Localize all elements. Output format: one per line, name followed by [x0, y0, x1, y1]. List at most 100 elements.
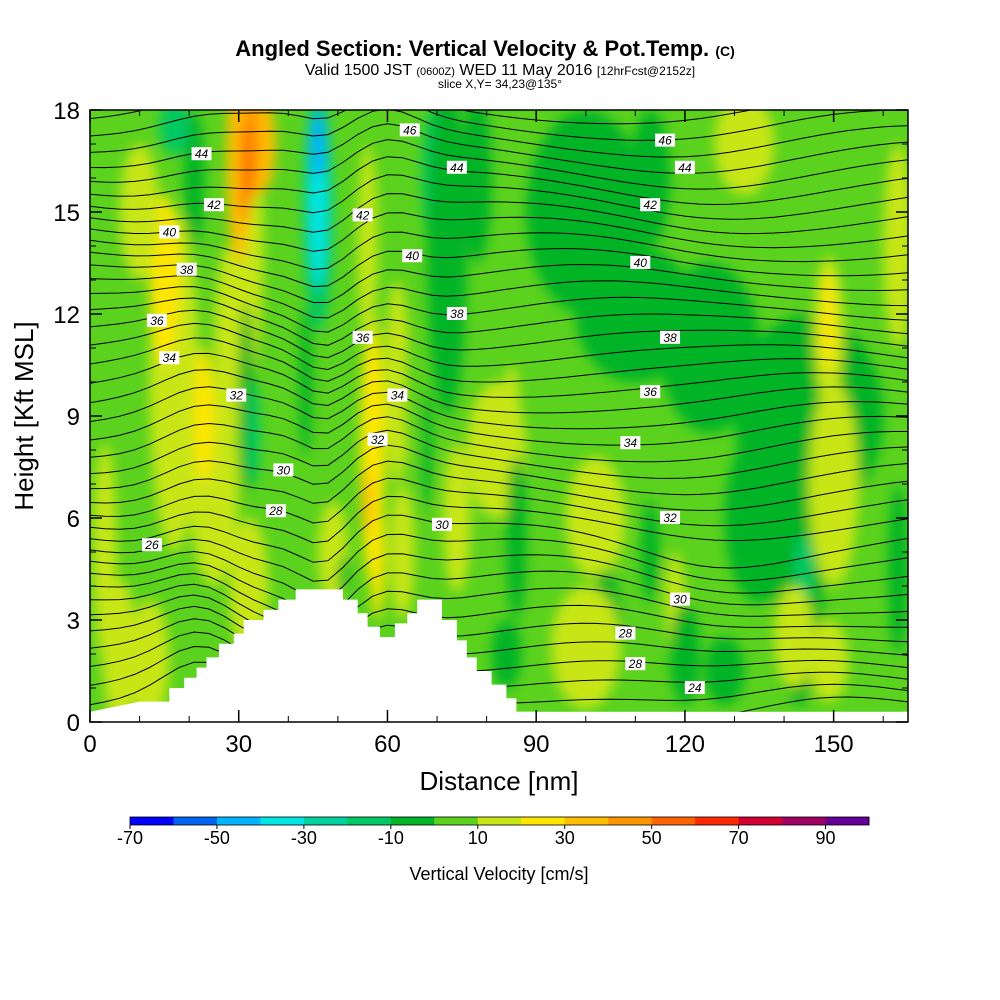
velocity-cell [241, 120, 252, 223]
contour-label: 42 [644, 198, 658, 212]
contour-label: 26 [144, 538, 159, 552]
colorbar-swatch [390, 817, 435, 825]
contour-label: 28 [618, 627, 633, 641]
contour-label: 40 [634, 256, 648, 270]
y-tick-label: 0 [67, 710, 80, 737]
theta-contour [90, 583, 908, 649]
ground-strip [90, 711, 908, 722]
y-tick-label: 3 [67, 608, 80, 635]
velocity-cell [670, 603, 700, 705]
colorbar-swatch [521, 817, 566, 825]
colorbar-label: Vertical Velocity [cm/s] [409, 864, 588, 884]
theta-contour [90, 495, 908, 544]
velocity-cell [427, 110, 467, 416]
contour-label: 28 [628, 657, 643, 671]
contour-label: 32 [230, 389, 244, 403]
contour-label-bg [446, 307, 467, 320]
colorbar-tick-label: -30 [291, 828, 317, 848]
theta-contour [90, 139, 908, 190]
velocity-cell [119, 144, 160, 280]
contour-label: 40 [163, 225, 177, 239]
x-tick-label: 30 [225, 731, 252, 758]
velocity-cell [247, 382, 260, 484]
contour-label-bg [141, 538, 162, 552]
theta-contour [90, 110, 908, 158]
theta-contour [90, 263, 908, 303]
contour-label: 30 [277, 463, 291, 477]
contour-label: 32 [663, 511, 677, 525]
velocity-cell [630, 110, 671, 246]
theta-contour [90, 231, 908, 271]
theta-contour [90, 212, 908, 252]
velocity-cell [883, 144, 908, 348]
contour-label: 42 [207, 198, 221, 212]
contour-label: 44 [195, 147, 209, 161]
theta-contour [90, 572, 908, 634]
theta-contour [90, 247, 908, 288]
contour-label: 40 [406, 249, 420, 263]
contour-label-bg [640, 198, 661, 212]
contour-label: 36 [644, 385, 658, 399]
contour-label: 24 [687, 681, 702, 695]
contour-label: 28 [268, 504, 283, 518]
contour-label: 34 [391, 389, 405, 403]
x-tick-label: 0 [83, 731, 96, 758]
colorbar-swatch [260, 817, 305, 825]
colorbar-tick-label: -10 [378, 828, 404, 848]
contour-label: 32 [371, 433, 385, 447]
theta-contour [90, 193, 908, 235]
theta-contour [90, 605, 908, 677]
chart-slice-label: slice X,Y= 34,23@135° [438, 77, 562, 91]
colorbar-frame [129, 816, 870, 826]
theta-contour [90, 618, 908, 689]
theta-contour [90, 110, 908, 141]
colorbar: -70 -50 -30 -10 10 30 50 70 90 [117, 816, 870, 848]
y-tick-label: 12 [53, 302, 80, 329]
theta-contour [90, 352, 908, 398]
velocity-cell [184, 110, 205, 246]
contour-label: 44 [450, 161, 464, 175]
contour-label-bg [159, 225, 180, 239]
contour-label-bg [352, 208, 373, 222]
contour-label-bg [273, 463, 294, 477]
theta-contour [90, 369, 908, 414]
contour-label-bg [625, 657, 646, 671]
y-tick-label: 18 [53, 98, 80, 125]
colorbar-swatch [738, 817, 783, 825]
contour-label: 46 [658, 134, 672, 148]
contour-label: 38 [180, 263, 194, 277]
velocity-cell [194, 348, 214, 484]
contour-label-bg [226, 388, 247, 402]
contour-label-bg [615, 626, 636, 640]
velocity-cell [660, 263, 760, 433]
velocity-cell [551, 586, 621, 709]
colorbar-swatch [347, 817, 392, 825]
contour-label: 34 [163, 351, 177, 365]
x-tick-label: 120 [665, 731, 705, 758]
contour-label-bg [265, 504, 286, 518]
colorbar-tick-label: -70 [117, 828, 143, 848]
theta-contour-labels: 46 46 44 44 44 42 42 42 40 40 40 38 38 38 36 36 36 34 34 34… [141, 123, 705, 695]
velocity-cell [442, 443, 471, 593]
theta-contour [90, 275, 908, 319]
theta-contour [90, 562, 908, 618]
colorbar-swatch [651, 817, 696, 825]
velocity-cell [714, 110, 775, 195]
contour-label-bg [176, 262, 197, 276]
colorbar-swatch [695, 817, 740, 825]
contour-label: 38 [450, 307, 464, 321]
theta-contour [90, 444, 908, 496]
y-tick-label: 15 [53, 200, 80, 227]
velocity-cell [506, 450, 527, 620]
contour-label-bg [660, 511, 681, 524]
contour-label-bg [387, 388, 408, 402]
velocity-cell [704, 637, 745, 705]
theta-contour [90, 156, 908, 206]
contour-label: 38 [663, 331, 677, 345]
theta-contour [90, 337, 908, 383]
contour-label-bg [446, 160, 467, 174]
contour-label-bg [191, 147, 212, 161]
velocity-cell [357, 144, 378, 348]
velocity-cell [299, 307, 313, 457]
velocity-cell [769, 331, 790, 433]
